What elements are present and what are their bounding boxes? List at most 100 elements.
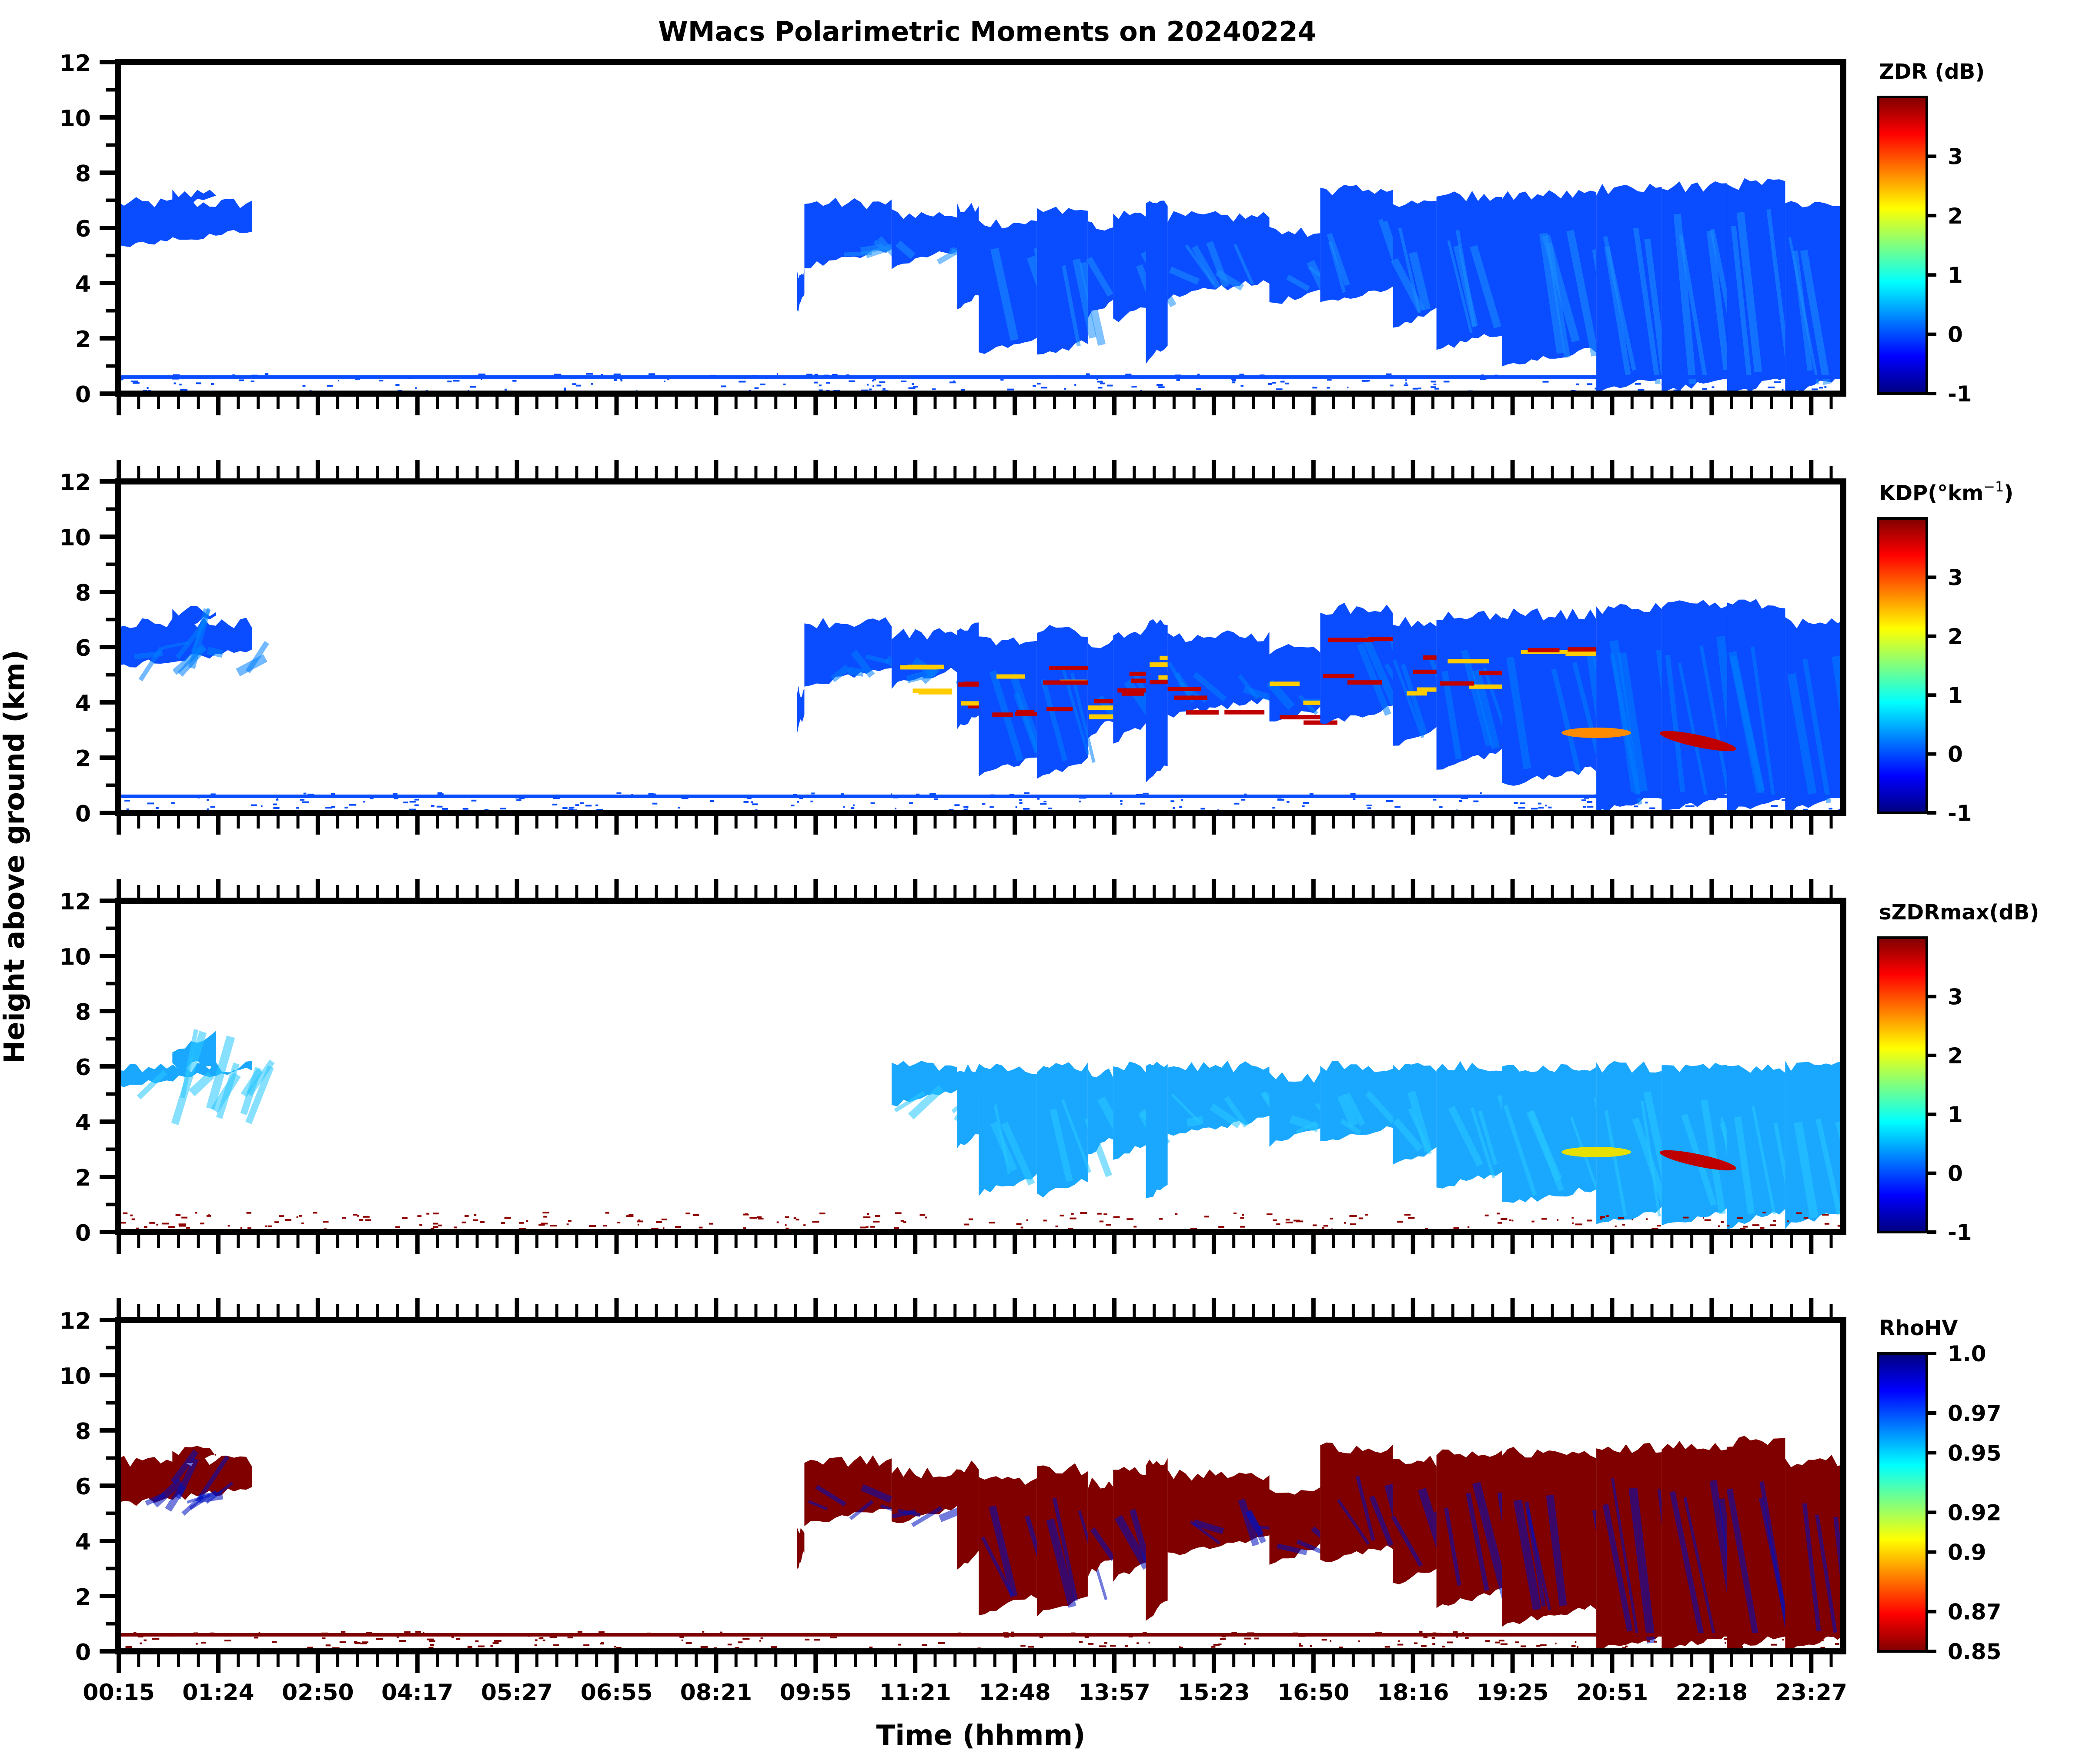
clutter-speck	[1600, 1216, 1605, 1218]
clutter-speck	[251, 804, 257, 806]
clutter-speck	[884, 1634, 891, 1636]
clutter-speck	[1309, 793, 1314, 795]
colorbar-tick-label: 0.95	[1948, 1440, 2001, 1466]
x-tick-label: 13:57	[1078, 1680, 1150, 1706]
y-tick-label: 0	[75, 801, 91, 827]
clutter-speck	[806, 374, 812, 376]
clutter-speck	[126, 808, 129, 810]
clutter-speck	[1685, 805, 1691, 807]
y-tick-label: 0	[75, 1640, 91, 1666]
clutter-speck	[1752, 1224, 1760, 1226]
clutter-speck	[1350, 1223, 1356, 1225]
clutter-speck	[240, 1227, 243, 1229]
clutter-speck	[632, 378, 634, 379]
clutter-speck	[246, 1212, 251, 1214]
clutter-speck	[1273, 1219, 1277, 1221]
echo-streak	[1633, 227, 1661, 384]
clutter-speck	[1794, 1638, 1797, 1640]
clutter-speck	[1531, 1220, 1534, 1223]
clutter-speck	[1631, 792, 1634, 794]
clutter-speck	[465, 1215, 469, 1217]
echo-region	[957, 622, 979, 730]
clutter-speck	[614, 379, 618, 381]
clutter-speck	[1531, 808, 1538, 810]
echo-streak	[206, 1036, 235, 1110]
echo-streak	[989, 1505, 1018, 1597]
clutter-speck	[1358, 377, 1365, 379]
x-tick-label: 09:55	[780, 1680, 852, 1706]
clutter-speck	[155, 807, 159, 809]
echo-band	[1121, 691, 1144, 696]
clutter-speck	[799, 797, 803, 799]
clutter-speck	[136, 1227, 139, 1229]
clutter-speck	[754, 387, 759, 389]
echo-maximum	[1659, 731, 1737, 752]
clutter-speck	[1125, 1645, 1128, 1647]
clutter-speck	[1717, 794, 1723, 796]
clutter-speck	[1404, 384, 1408, 386]
clutter-speck	[173, 374, 180, 376]
x-tick-label: 20:51	[1576, 1680, 1648, 1706]
clutter-speck	[576, 795, 582, 798]
clutter-speck	[354, 1642, 361, 1644]
clutter-speck	[600, 1643, 604, 1645]
clutter-speck	[1601, 793, 1608, 795]
clutter-speck	[392, 793, 398, 795]
clutter-speck	[1127, 1218, 1133, 1220]
echo-streak	[152, 1478, 184, 1508]
clutter-speck	[1159, 1218, 1163, 1220]
clutter-speck	[350, 1634, 352, 1636]
clutter-speck	[1737, 1217, 1743, 1219]
clutter-speck	[133, 1632, 137, 1634]
clutter-speck	[912, 383, 914, 385]
data-field	[118, 1436, 1843, 1651]
clutter-speck	[553, 1644, 559, 1646]
clutter-speck	[994, 376, 1000, 378]
clutter-speck	[637, 1220, 643, 1223]
clutter-speck	[638, 1219, 641, 1221]
echo-streak	[1193, 1519, 1224, 1534]
echo-streak	[1296, 1539, 1323, 1554]
echo-streak	[860, 244, 883, 254]
echo-streak	[1408, 251, 1431, 311]
echo-region	[1087, 1068, 1113, 1155]
clutter-speck	[1432, 1632, 1437, 1634]
echo-region	[1146, 1062, 1168, 1198]
clutter-speck	[1036, 383, 1041, 385]
clutter-speck	[1026, 1219, 1028, 1221]
clutter-speck	[1322, 1227, 1324, 1229]
echo-region	[1727, 1436, 1785, 1651]
clutter-speck	[1739, 799, 1743, 801]
echo-streak	[865, 654, 889, 664]
echo-region	[118, 197, 252, 247]
clutter-speck	[916, 793, 920, 795]
echo-region	[1167, 1469, 1270, 1555]
clutter-speck	[1736, 1646, 1743, 1648]
clutter-speck	[1041, 387, 1047, 389]
clutter-speck	[1708, 1637, 1715, 1640]
clutter-speck	[661, 1218, 667, 1220]
clutter-speck	[1365, 1213, 1368, 1216]
echo-streak	[1171, 1093, 1200, 1123]
echo-streak	[1086, 257, 1113, 297]
clutter-speck	[272, 1641, 277, 1643]
colorbar-label-superscript: −1	[1983, 478, 2004, 495]
clutter-speck	[620, 378, 622, 380]
clutter-speck	[1595, 388, 1601, 390]
echo-streak	[1683, 1497, 1716, 1637]
clutter-speck	[891, 793, 893, 795]
clutter-speck	[338, 380, 340, 381]
echo-streak	[1566, 230, 1599, 357]
echo-streak	[1604, 1110, 1627, 1216]
x-tick-label: 01:24	[182, 1680, 254, 1706]
echo-band	[1328, 638, 1374, 642]
echo-streak	[1632, 1117, 1668, 1205]
echo-region	[1320, 1442, 1393, 1562]
y-tick-label: 12	[60, 889, 91, 915]
clutter-speck	[1431, 386, 1436, 388]
echo-streak	[1506, 656, 1531, 769]
echo-streak	[138, 646, 164, 682]
clutter-speck	[1241, 798, 1246, 801]
clutter-speck	[908, 387, 916, 389]
clutter-speck	[1762, 1212, 1766, 1213]
